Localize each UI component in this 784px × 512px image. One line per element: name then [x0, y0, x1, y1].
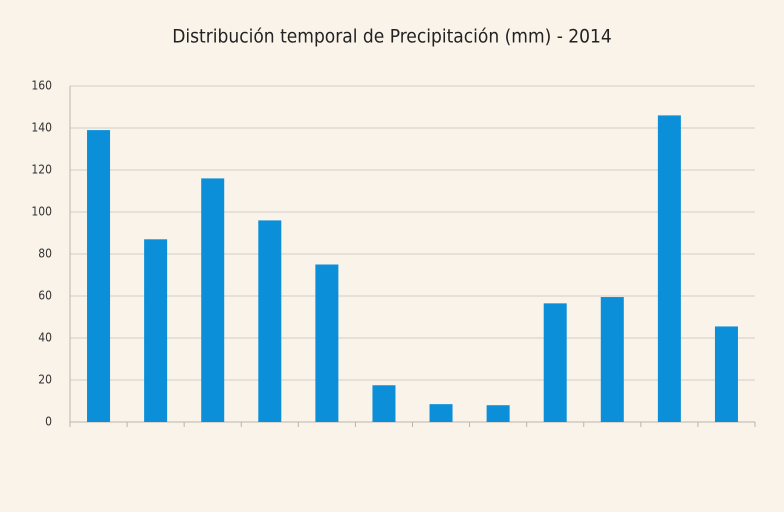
y-tick-label: 40: [38, 331, 52, 345]
y-tick-label: 0: [45, 415, 52, 429]
y-tick-label: 80: [38, 247, 52, 261]
bar: [201, 178, 225, 422]
y-tick-label: 60: [38, 289, 52, 303]
bar: [429, 404, 453, 422]
bar: [486, 405, 510, 422]
bar: [714, 326, 738, 422]
bar: [372, 385, 396, 422]
bar: [87, 130, 111, 422]
y-tick-label: 120: [31, 163, 52, 177]
bar: [543, 303, 567, 422]
y-tick-label: 140: [31, 121, 52, 135]
bar: [657, 115, 681, 423]
y-tick-label: 20: [38, 373, 52, 387]
bar: [600, 297, 624, 422]
chart-title: Distribución temporal de Precipitación (…: [172, 26, 612, 48]
bar: [144, 239, 168, 422]
bar: [315, 264, 339, 422]
y-tick-label: 100: [31, 205, 52, 219]
y-tick-label: 160: [31, 79, 52, 93]
bar: [258, 220, 282, 422]
